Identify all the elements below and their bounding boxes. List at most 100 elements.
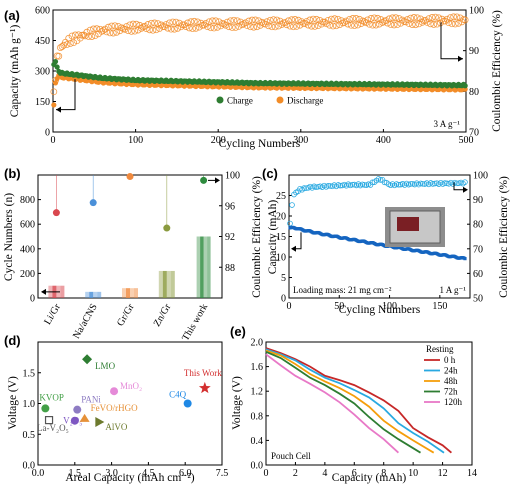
- a-ce-point: [238, 21, 246, 29]
- b-category-label: Li/Gr: [42, 301, 63, 326]
- c-pouch-label: [397, 217, 419, 231]
- a-ce-point: [327, 15, 335, 23]
- d-point: [79, 413, 90, 422]
- a-ce-point: [331, 15, 339, 23]
- a-ce-point: [227, 17, 234, 25]
- a-ce-point: [55, 52, 63, 60]
- d-point: [95, 416, 105, 427]
- a-y-tick-label: 450: [35, 36, 50, 47]
- a-ce-point: [81, 32, 89, 40]
- a-ce-point: [172, 18, 180, 26]
- a-ce-point: [85, 33, 92, 40]
- c-y2-tick-label: 50: [473, 294, 483, 305]
- b-y-tick-label: 400: [20, 244, 35, 255]
- a-ce-point: [123, 23, 130, 30]
- a-ce-point: [308, 22, 315, 30]
- d-point-label: MnO₂: [120, 381, 142, 391]
- a-ce-point: [384, 19, 391, 27]
- b-bar: [207, 236, 211, 298]
- a-ce-point: [413, 14, 421, 22]
- a-ce-point: [367, 15, 375, 22]
- a-ce-point: [288, 16, 296, 24]
- e-annotation: Pouch Cell: [271, 451, 311, 461]
- a-ce-point: [450, 13, 458, 21]
- b-bar: [93, 291, 98, 298]
- a-ce-point: [99, 26, 107, 34]
- a-ce-point: [369, 21, 377, 29]
- a-ce-point: [329, 22, 337, 30]
- d-point-label: FeVO/rHGO: [91, 403, 138, 413]
- a-ce-point: [204, 23, 211, 31]
- c-ce-point: [432, 180, 438, 187]
- d-point: [70, 416, 79, 425]
- a-ce-point: [349, 15, 357, 22]
- a-ce-point: [171, 25, 178, 33]
- c-ce-point: [377, 177, 384, 183]
- a-ce-point: [187, 18, 195, 26]
- b-ce-point: [89, 199, 97, 207]
- a-ce-point: [352, 15, 360, 22]
- d-point: [44, 416, 54, 425]
- a-ce-point: [223, 18, 231, 26]
- e-series-line: [265, 350, 421, 454]
- e-xlabel: Capacity (mAh): [332, 472, 407, 484]
- b-panel-label: (b): [4, 166, 21, 181]
- a-ce-point: [324, 16, 332, 24]
- d-point: [183, 399, 192, 408]
- b-y2-tick-label: 100: [225, 171, 240, 182]
- a-ce-point: [189, 25, 196, 33]
- d-x-tick-label: 0.0: [32, 468, 45, 479]
- b-y-tick-label: 600: [20, 220, 35, 231]
- b-bar: [162, 270, 167, 298]
- c-y2-tick-label: 100: [473, 171, 488, 182]
- panel-e: 0 2 4 6 8 10 12 14 0.0 0.4 0.8 1.2 1.6 2.0 (e) Voltage …: [230, 324, 477, 484]
- a-ce-point: [131, 27, 139, 35]
- a-ce-point: [263, 18, 271, 26]
- a-ce-point: [418, 18, 426, 26]
- a-ce-point: [309, 15, 317, 23]
- a-ce-point: [390, 21, 398, 29]
- a-charge-point: [54, 64, 60, 70]
- a-ce-point: [321, 18, 329, 26]
- d-point: [110, 387, 119, 396]
- a-ce-point: [387, 21, 395, 28]
- b-ce-point: [126, 173, 134, 181]
- a-ce-point: [174, 24, 182, 32]
- a-ce-point: [323, 20, 330, 28]
- b-ce-point: [163, 224, 171, 232]
- b-arrow-left-head: [41, 288, 46, 295]
- a-ce-point: [68, 32, 76, 40]
- e-y-tick-label: 1.6: [251, 362, 264, 373]
- a-ce-point: [251, 16, 259, 24]
- e-ylabel: Voltage (V): [231, 376, 243, 430]
- a-ce-point: [66, 40, 74, 47]
- b-y-tick-label: 200: [20, 269, 35, 280]
- b-bar: [170, 270, 175, 298]
- a-ce-point: [63, 41, 71, 48]
- a-ce-point: [303, 18, 310, 25]
- d-x-tick-label: 1.5: [69, 468, 82, 479]
- a-ce-point: [141, 22, 149, 30]
- a-ce-point: [108, 22, 116, 30]
- a-ce-point: [157, 21, 165, 29]
- c-y2-tick-label: 60: [473, 269, 483, 280]
- b-ce-point: [52, 209, 60, 217]
- a-ce-point: [212, 17, 220, 25]
- e-x-tick-label: 12: [438, 468, 448, 479]
- a-ce-point: [146, 26, 154, 34]
- e-x-tick-label: 14: [467, 468, 477, 479]
- e-legend-label: 72h: [444, 387, 458, 397]
- a-ce-point: [205, 18, 213, 26]
- c-ce-point: [349, 181, 356, 188]
- a-charge-point: [52, 59, 59, 65]
- a-ce-point: [428, 14, 436, 21]
- c-y2label: Coulombic Efficiency (%): [498, 176, 510, 298]
- e-x-tick-label: 4: [322, 468, 327, 479]
- d-y-tick-label: 0.0: [23, 461, 36, 472]
- c-loading-annotation: Loading mass: 21 mg cm⁻²: [293, 285, 392, 295]
- e-y-tick-label: 1.2: [251, 387, 264, 398]
- a-charge-point: [462, 83, 468, 89]
- d-x-tick-label: 7.5: [216, 468, 229, 479]
- d-xlabel: Areal Capacity (mAh cm⁻²): [65, 472, 194, 484]
- b-bar: [89, 291, 94, 298]
